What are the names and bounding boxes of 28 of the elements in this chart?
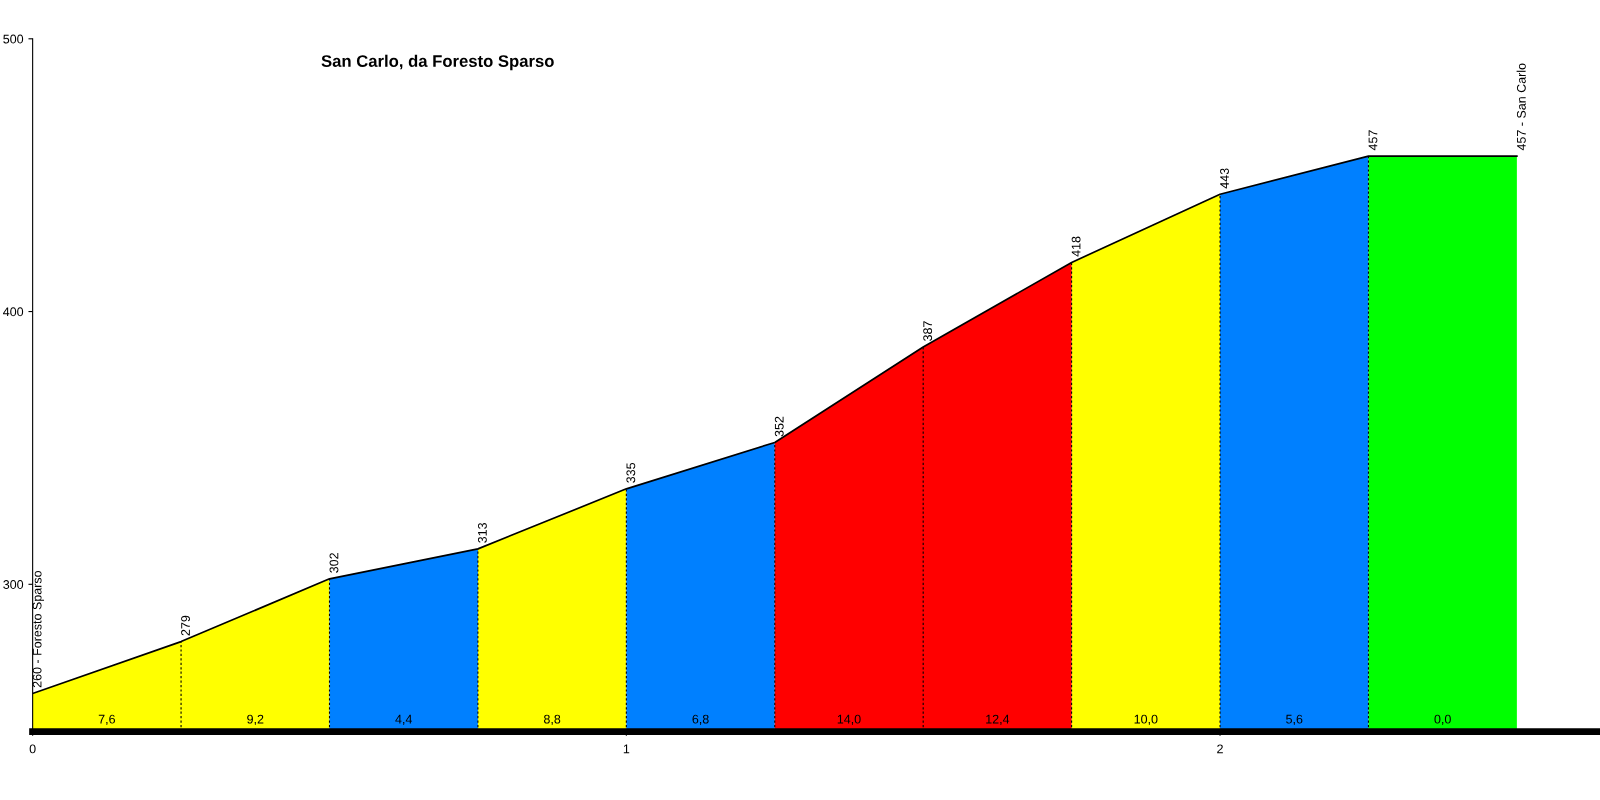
- data-label: 260 - Foresto Sparso: [32, 570, 45, 688]
- data-label: 457 - San Carlo: [1516, 63, 1526, 151]
- x-tick-label: 0: [29, 744, 36, 754]
- data-label: 387: [923, 321, 933, 341]
- x-tick-label: 2: [1217, 744, 1223, 754]
- x-tick-label: 1: [623, 744, 630, 754]
- annotation: 8,8: [543, 714, 561, 726]
- data-label: 302: [329, 553, 339, 573]
- annotation: 4,4: [395, 714, 413, 726]
- annotation: 10,0: [1134, 714, 1158, 726]
- annotation: 5,6: [1286, 714, 1303, 726]
- data-label: 457: [1368, 130, 1378, 151]
- annotation: 7,6: [98, 714, 115, 726]
- data-label: 352: [774, 416, 784, 437]
- annotation: 6,8: [692, 714, 709, 726]
- data-label: 313: [477, 522, 487, 543]
- y-tick-label: 400: [3, 307, 24, 317]
- y-tick-label: 500: [3, 34, 24, 44]
- annotation: 12,4: [986, 714, 1010, 726]
- data-label: 443: [1220, 168, 1229, 189]
- text: San Carlo, da Foresto Sparso: [321, 54, 554, 71]
- annotation: 0,0: [1434, 714, 1451, 726]
- y-tick-label: 300: [3, 580, 24, 589]
- annotation: 9,2: [247, 714, 264, 726]
- annotation: 14,0: [837, 714, 861, 726]
- data-label: 335: [626, 462, 636, 483]
- data-label: 279: [181, 615, 190, 636]
- data-label: 418: [1071, 236, 1081, 257]
